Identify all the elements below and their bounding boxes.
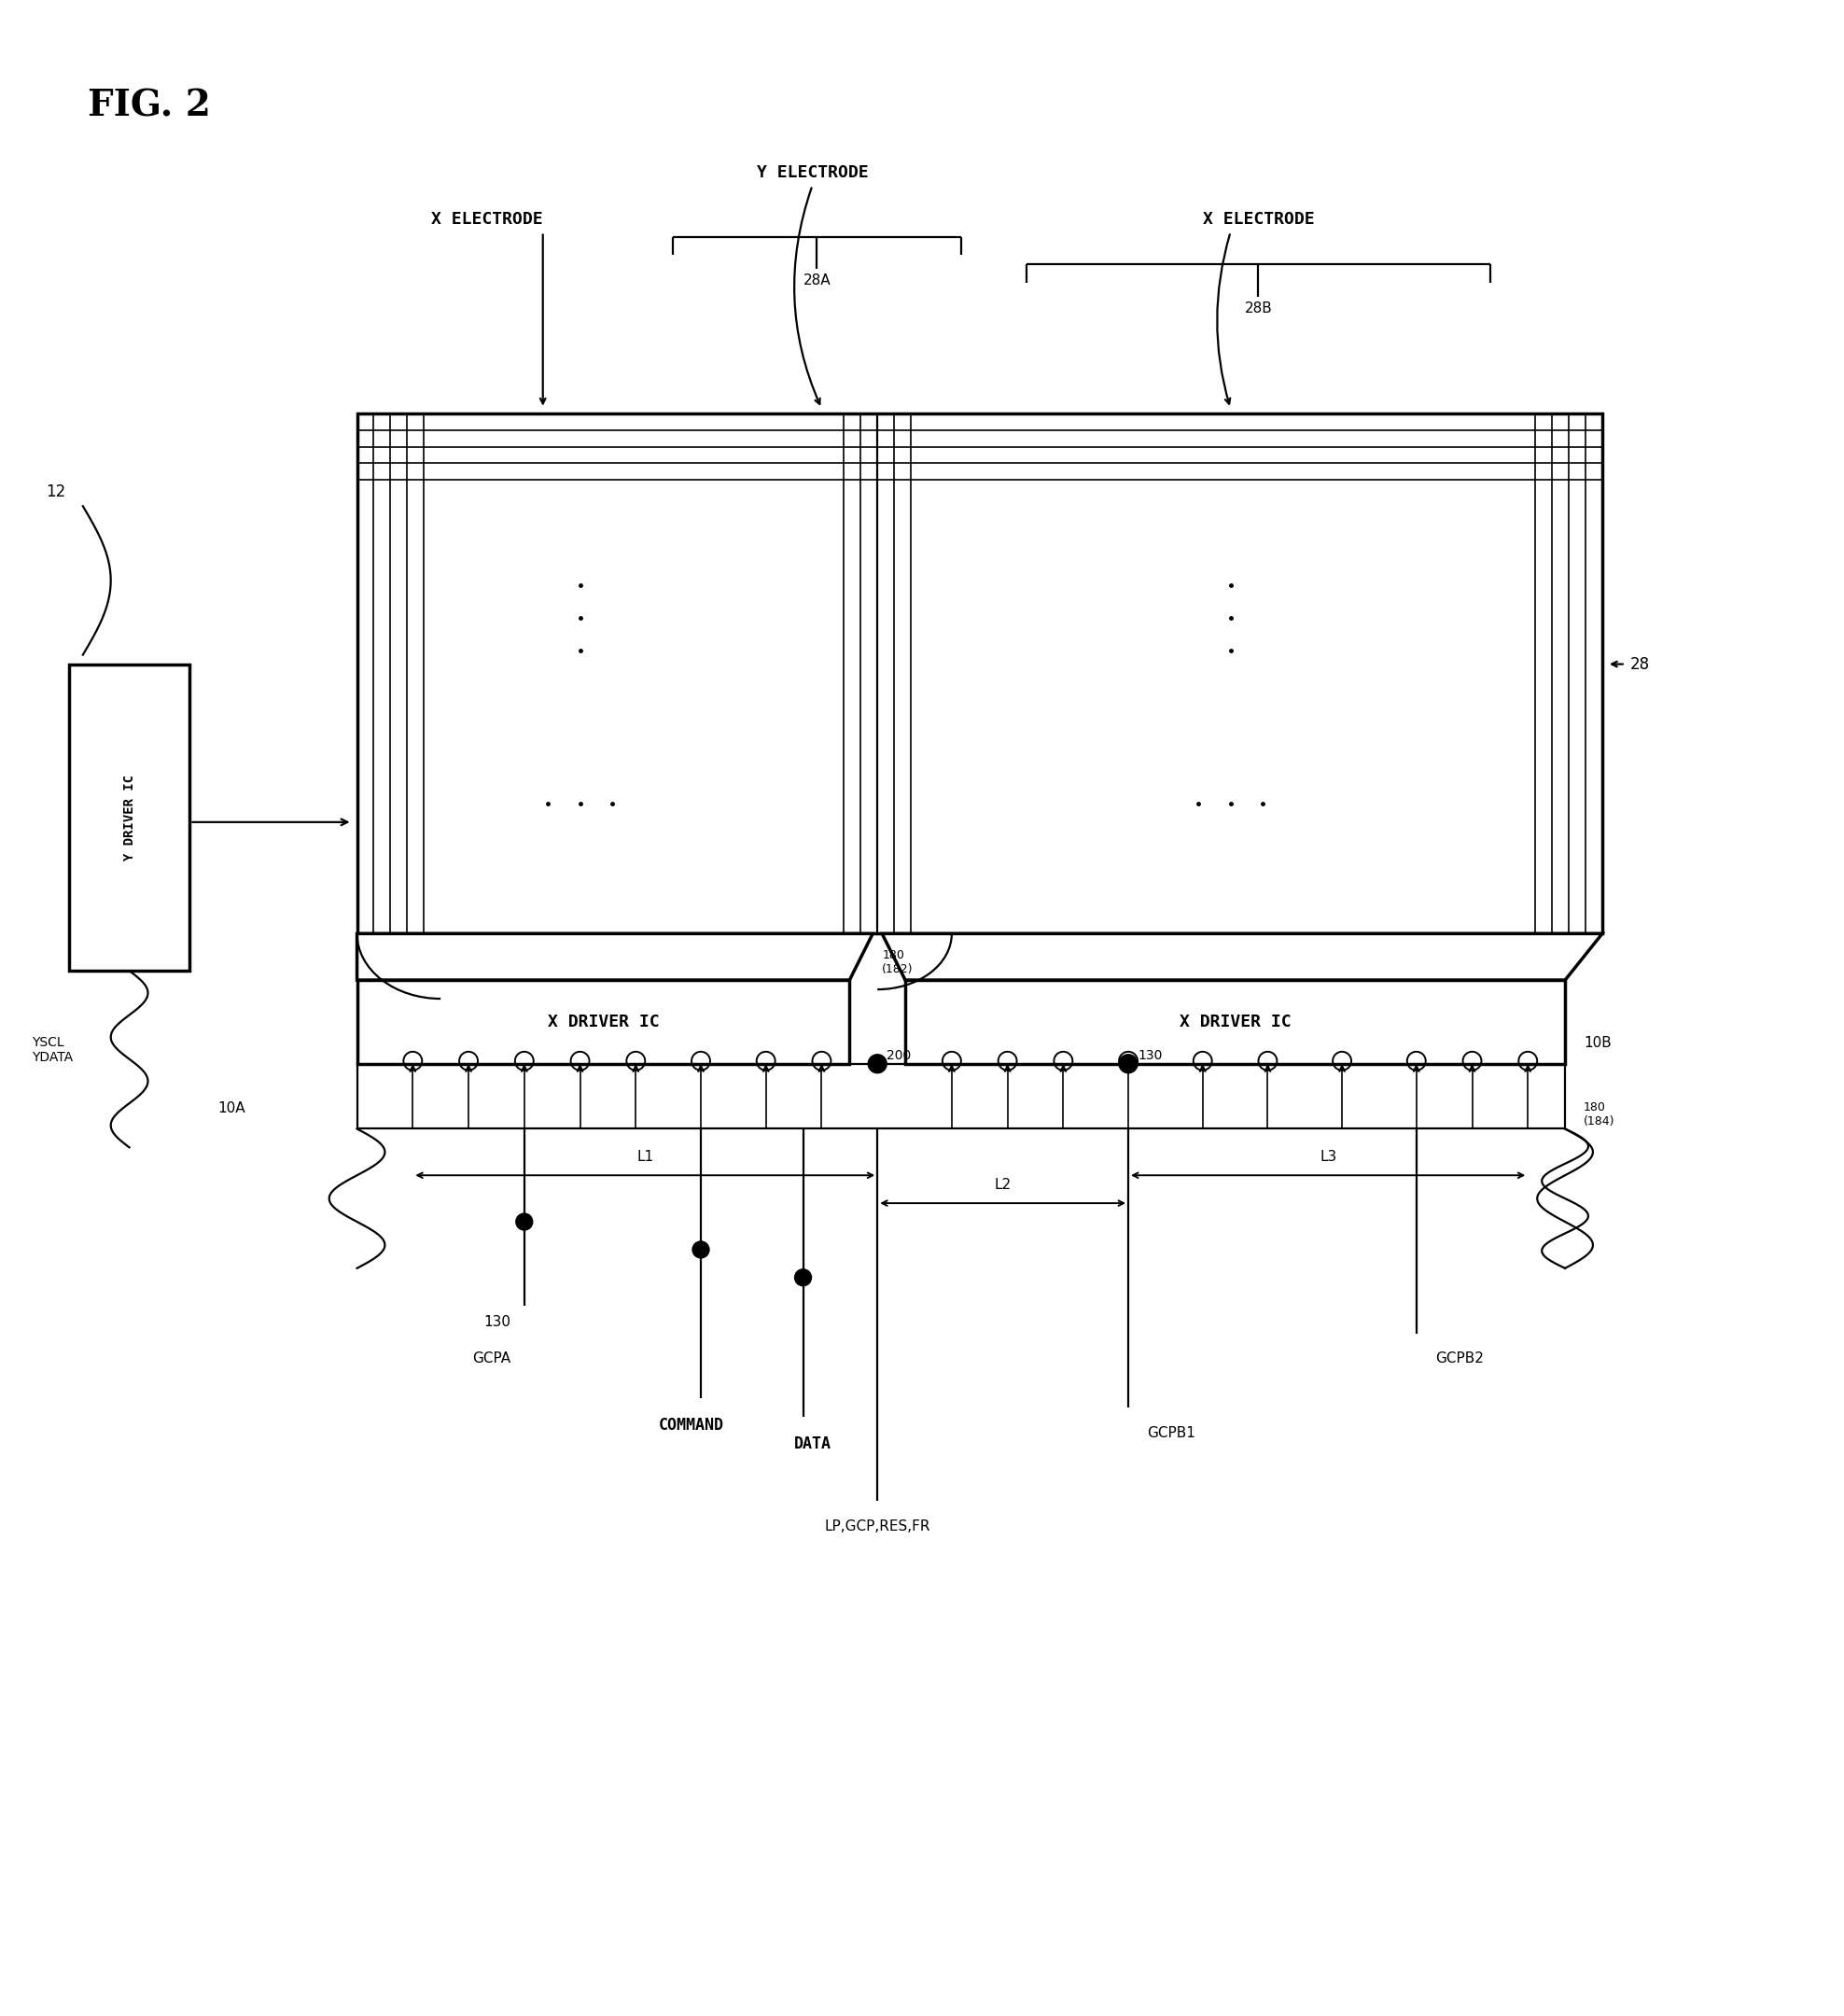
Circle shape [516, 1214, 533, 1230]
Text: DATA: DATA [793, 1435, 832, 1452]
Polygon shape [358, 933, 872, 980]
Text: 180
(184): 180 (184) [1584, 1101, 1615, 1127]
Text: 200: 200 [887, 1048, 911, 1062]
Bar [358, 980, 850, 1064]
Text: GCPB1: GCPB1 [1147, 1425, 1195, 1439]
Text: 28: 28 [1630, 655, 1650, 673]
Text: 28B: 28B [1245, 302, 1272, 317]
Bar [68, 663, 190, 972]
Text: GCPB2: GCPB2 [1435, 1353, 1483, 1367]
Circle shape [869, 1054, 887, 1073]
Text: GCPA: GCPA [472, 1353, 511, 1367]
Text: 12: 12 [46, 484, 66, 500]
Text: 28A: 28A [804, 274, 832, 288]
Text: L3: L3 [1320, 1151, 1337, 1163]
Circle shape [1119, 1054, 1138, 1073]
Bar [358, 1064, 1566, 1129]
Circle shape [795, 1270, 811, 1286]
Text: 130: 130 [1138, 1048, 1162, 1062]
Text: Y ELECTRODE: Y ELECTRODE [756, 163, 869, 181]
Text: COMMAND: COMMAND [658, 1417, 725, 1433]
Text: 10A: 10A [218, 1101, 245, 1115]
Text: LP,GCP,RES,FR: LP,GCP,RES,FR [824, 1520, 931, 1534]
Text: 10B: 10B [1584, 1036, 1612, 1050]
Text: X DRIVER IC: X DRIVER IC [1180, 1014, 1291, 1030]
Bar [905, 980, 1566, 1064]
Circle shape [693, 1242, 710, 1258]
Text: FIG. 2: FIG. 2 [87, 89, 210, 123]
Polygon shape [881, 933, 1602, 980]
Text: Y DRIVER IC: Y DRIVER IC [124, 774, 136, 861]
Text: L1: L1 [636, 1151, 653, 1163]
Text: X ELECTRODE: X ELECTRODE [431, 210, 542, 228]
Text: 130: 130 [483, 1314, 511, 1329]
Text: 180
(182): 180 (182) [881, 950, 913, 976]
Text: YSCL
YDATA: YSCL YDATA [31, 1036, 74, 1064]
Text: X DRIVER IC: X DRIVER IC [548, 1014, 658, 1030]
Text: L2: L2 [994, 1177, 1011, 1191]
Text: X ELECTRODE: X ELECTRODE [1202, 210, 1315, 228]
Bar [358, 413, 1602, 933]
